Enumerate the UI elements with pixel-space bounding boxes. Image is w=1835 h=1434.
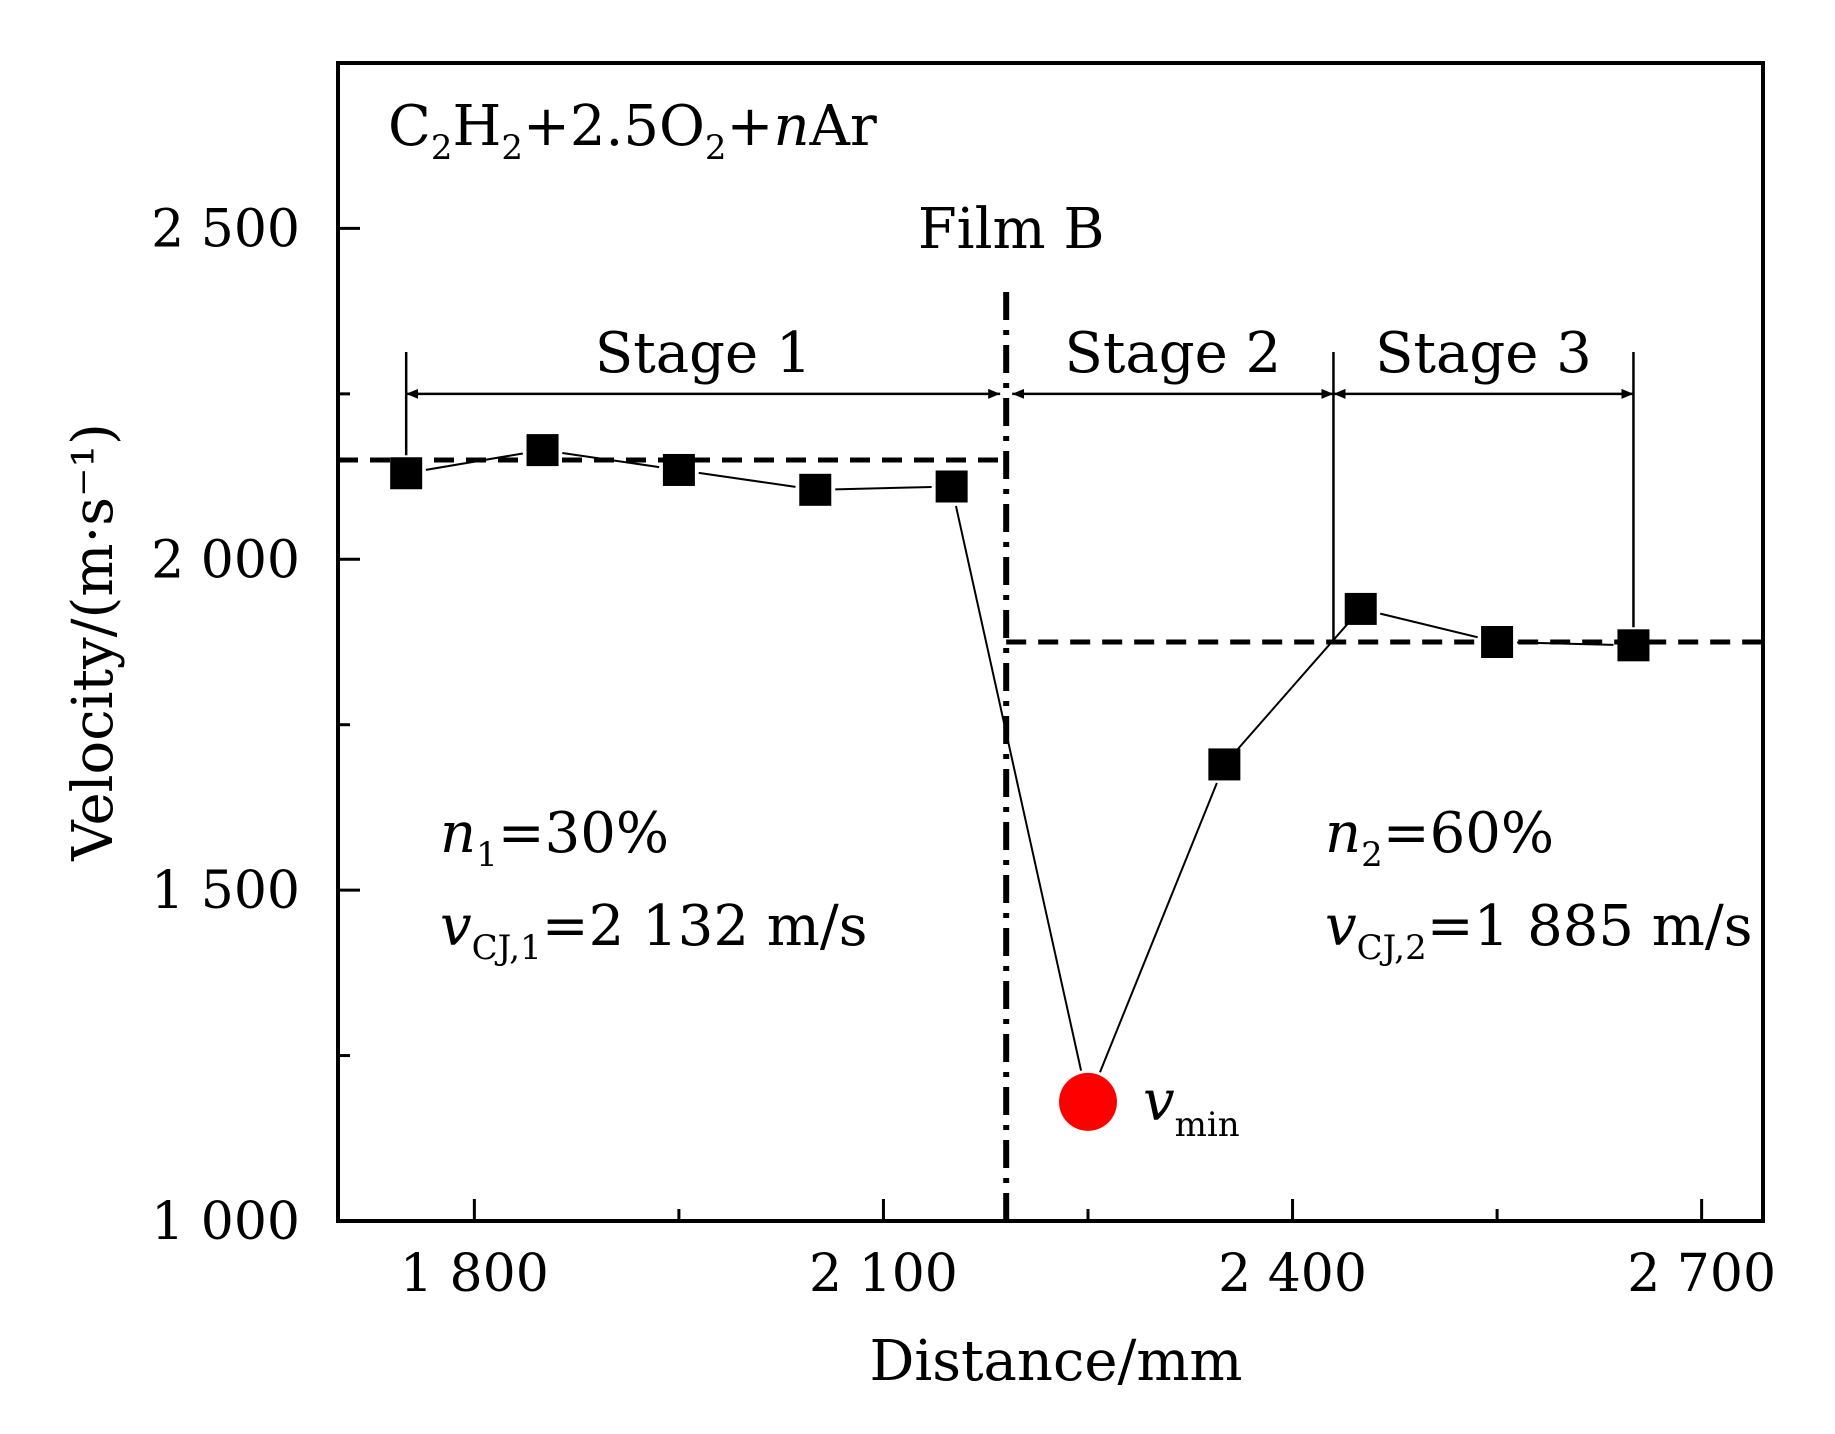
mixture-part: 2 bbox=[705, 128, 727, 168]
data-point-square bbox=[1208, 748, 1241, 781]
label-rest: =1 885 m/s bbox=[1427, 894, 1753, 959]
label-sub: 2 bbox=[1361, 835, 1383, 875]
mixture-part: 2 bbox=[501, 128, 523, 168]
label-rest: =2 132 m/s bbox=[542, 894, 868, 959]
data-point-square bbox=[1481, 626, 1514, 658]
y-tick-label: 1 500 bbox=[151, 861, 300, 921]
label-sub: min bbox=[1175, 1105, 1240, 1145]
film-b-label: Film B bbox=[918, 197, 1105, 262]
stage-label: Stage 1 bbox=[595, 321, 812, 386]
velocity-series bbox=[390, 434, 1650, 1131]
mixture-part: n bbox=[773, 94, 809, 159]
label-sub: 1 bbox=[476, 835, 498, 875]
stage-label: Stage 3 bbox=[1375, 321, 1592, 386]
mixture-formula: C2H2+2.5O2+nAr bbox=[388, 94, 877, 168]
mixture-part: C bbox=[388, 94, 431, 159]
cj-velocity-label: vCJ,1=2 132 m/s bbox=[440, 894, 867, 968]
film-b-line-group: Film B bbox=[918, 197, 1105, 1221]
cj-velocity-label: vCJ,2=1 885 m/s bbox=[1325, 894, 1752, 968]
y-tick-label: 2 000 bbox=[151, 530, 300, 590]
label-main: v bbox=[1143, 1069, 1175, 1134]
label-main: n bbox=[1325, 801, 1361, 866]
mixture-part: 2 bbox=[431, 128, 453, 168]
stage-label: Stage 2 bbox=[1064, 321, 1281, 386]
series-line-segment bbox=[954, 505, 1083, 1071]
data-point-square bbox=[526, 434, 559, 467]
series-line-segment bbox=[1099, 782, 1218, 1073]
mixture-part: Ar bbox=[809, 94, 877, 159]
x-tick-label: 2 100 bbox=[809, 1244, 958, 1304]
label-sub: CJ,1 bbox=[472, 928, 542, 968]
mixture-part: H bbox=[453, 94, 502, 159]
concentration-label: n2=60% bbox=[1325, 801, 1554, 875]
stage-brackets: Stage 1 Stage 2 Stage 3 bbox=[404, 321, 1635, 642]
data-point-square bbox=[799, 473, 832, 506]
data-point-square bbox=[1344, 592, 1377, 625]
label-main: v bbox=[1325, 894, 1357, 959]
min-velocity-label: vmin bbox=[1143, 1069, 1240, 1145]
concentration-label: n1=30% bbox=[440, 801, 669, 875]
series-line-segment bbox=[1517, 641, 1614, 646]
y-tick-label: 1 000 bbox=[151, 1192, 300, 1252]
series-line-segment bbox=[1379, 612, 1478, 639]
y-tick-label: 2 500 bbox=[151, 199, 300, 259]
series-line-segment bbox=[698, 471, 796, 488]
x-tick-label: 1 800 bbox=[400, 1244, 549, 1304]
data-point-square bbox=[1617, 629, 1650, 662]
x-tick-label: 2 700 bbox=[1627, 1244, 1776, 1304]
data-point-square bbox=[390, 457, 423, 490]
x-axis-title: Distance/mm bbox=[869, 1329, 1242, 1394]
series-line-segment bbox=[835, 485, 932, 491]
mixture-part: + bbox=[727, 94, 774, 159]
label-sub: CJ,2 bbox=[1357, 928, 1427, 968]
series-line-segment bbox=[425, 452, 523, 471]
data-point-square bbox=[935, 470, 968, 503]
reference-lines bbox=[338, 457, 1763, 645]
series-line-segment bbox=[1236, 623, 1349, 751]
min-velocity-point bbox=[1059, 1072, 1117, 1131]
label-main: n bbox=[440, 801, 476, 866]
x-tick-label: 2 400 bbox=[1218, 1244, 1367, 1304]
axis-ticks: 1 800 2 100 2 400 2 700 1 000 1 500 2 000 2 500 bbox=[151, 199, 1776, 1304]
label-main: v bbox=[440, 894, 472, 959]
plot-frame bbox=[336, 61, 1765, 1223]
label-rest: =60% bbox=[1383, 801, 1554, 866]
y-axis-title: Velocity/(m·s⁻¹) bbox=[61, 423, 126, 862]
mixture-part: +2.5O bbox=[523, 94, 705, 159]
data-point-square bbox=[662, 453, 695, 486]
label-rest: =30% bbox=[498, 801, 669, 866]
series-line-segment bbox=[562, 451, 660, 469]
